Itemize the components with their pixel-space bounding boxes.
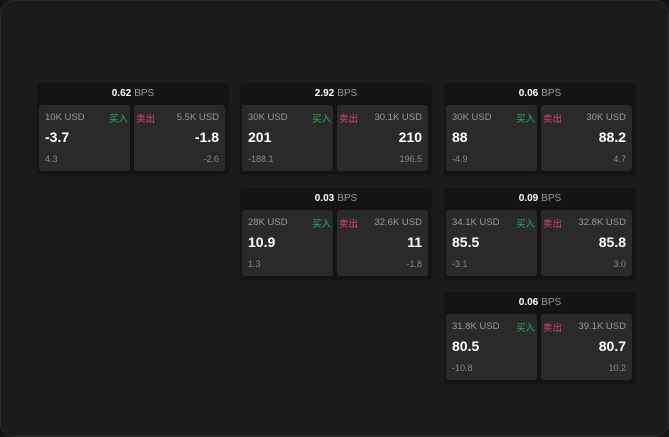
- spread-unit: BPS: [134, 88, 155, 99]
- bid-price: 85.5: [452, 234, 480, 250]
- sell-button[interactable]: 卖出 32.8K USD 85.8 3.0: [541, 210, 632, 276]
- spread-value: 0.03: [314, 193, 335, 204]
- ask-quantity: 30K USD: [586, 112, 626, 123]
- bid-change: -3.1: [452, 259, 468, 269]
- quote-card: 0.62 BPS 10K USD 买入 -3.7 4.3 卖出 5.5K USD …: [37, 83, 229, 175]
- sell-button[interactable]: 卖出 30.1K USD 210 196.5: [337, 105, 428, 171]
- spread-header: 0.06 BPS: [444, 292, 636, 313]
- buy-label: 买入: [515, 219, 535, 230]
- spread-unit: BPS: [337, 193, 358, 204]
- buy-label: 买入: [311, 114, 331, 125]
- ask-quantity: 39.1K USD: [578, 321, 626, 332]
- sell-button[interactable]: 卖出 30K USD 88.2 4.7: [541, 105, 632, 171]
- spread-header: 0.09 BPS: [444, 188, 636, 209]
- ask-change: 4.7: [613, 154, 626, 164]
- sell-button[interactable]: 卖出 32.6K USD 11 -1.8: [337, 210, 428, 276]
- ask-change: 196.5: [399, 154, 422, 164]
- sell-label: 卖出: [543, 323, 563, 334]
- ask-price: 88.2: [598, 129, 626, 145]
- bid-quantity: 31.8K USD: [452, 321, 500, 332]
- bid-price: 80.5: [452, 338, 480, 354]
- spread-header: 0.03 BPS: [240, 188, 432, 209]
- sell-label: 卖出: [339, 114, 359, 125]
- ask-price: -1.8: [194, 129, 219, 145]
- ask-price: 85.8: [598, 234, 626, 250]
- buy-label: 买入: [515, 323, 535, 334]
- ask-quantity: 5.5K USD: [176, 112, 219, 123]
- quote-card: 0.06 BPS 31.8K USD 买入 80.5 -10.8 卖出 39.1K…: [444, 292, 636, 384]
- ask-quantity: 32.6K USD: [374, 217, 422, 228]
- bid-price: -3.7: [45, 129, 70, 145]
- buy-button[interactable]: 31.8K USD 买入 80.5 -10.8: [446, 314, 537, 380]
- spread-unit: BPS: [541, 193, 562, 204]
- spread-header: 2.92 BPS: [240, 83, 432, 104]
- bid-price: 10.9: [248, 234, 276, 250]
- spread-value: 0.09: [518, 193, 539, 204]
- buy-label: 买入: [311, 219, 331, 230]
- spread-value: 0.06: [518, 88, 539, 99]
- buy-label: 买入: [515, 114, 535, 125]
- spread-header: 0.06 BPS: [444, 83, 636, 104]
- spread-unit: BPS: [541, 88, 562, 99]
- ask-change: -2.6: [203, 154, 219, 164]
- buy-label: 买入: [108, 114, 128, 125]
- buy-button[interactable]: 28K USD 买入 10.9 1.3: [242, 210, 333, 276]
- sell-button[interactable]: 卖出 39.1K USD 80.7 10.2: [541, 314, 632, 380]
- spread-unit: BPS: [541, 297, 562, 308]
- bid-price: 201: [248, 129, 272, 145]
- sell-button[interactable]: 卖出 5.5K USD -1.8 -2.6: [134, 105, 225, 171]
- buy-button[interactable]: 30K USD 买入 201 -188.1: [242, 105, 333, 171]
- spread-value: 0.06: [518, 297, 539, 308]
- spread-value: 2.92: [314, 88, 335, 99]
- sell-label: 卖出: [543, 219, 563, 230]
- bid-quantity: 30K USD: [452, 112, 492, 123]
- quote-card: 2.92 BPS 30K USD 买入 201 -188.1 卖出 30.1K U…: [240, 83, 432, 175]
- ask-price: 80.7: [598, 338, 626, 354]
- ask-change: 10.2: [608, 363, 626, 373]
- bid-change: -4.9: [452, 154, 468, 164]
- spread-value: 0.62: [111, 88, 132, 99]
- ask-change: 3.0: [613, 259, 626, 269]
- bid-quantity: 34.1K USD: [452, 217, 500, 228]
- sell-label: 卖出: [543, 114, 563, 125]
- buy-button[interactable]: 10K USD 买入 -3.7 4.3: [39, 105, 130, 171]
- bid-change: -10.8: [452, 363, 473, 373]
- ask-quantity: 32.8K USD: [578, 217, 626, 228]
- quote-card: 0.09 BPS 34.1K USD 买入 85.5 -3.1 卖出 32.8K …: [444, 188, 636, 280]
- ask-price: 210: [398, 129, 422, 145]
- quote-card: 0.06 BPS 30K USD 买入 88 -4.9 卖出 30K USD 88…: [444, 83, 636, 175]
- bid-quantity: 10K USD: [45, 112, 85, 123]
- spread-header: 0.62 BPS: [37, 83, 229, 104]
- buy-button[interactable]: 30K USD 买入 88 -4.9: [446, 105, 537, 171]
- sell-label: 卖出: [136, 114, 156, 125]
- sell-label: 卖出: [339, 219, 359, 230]
- quote-card: 0.03 BPS 28K USD 买入 10.9 1.3 卖出 32.6K USD…: [240, 188, 432, 280]
- bid-quantity: 30K USD: [248, 112, 288, 123]
- spread-unit: BPS: [337, 88, 358, 99]
- ask-price: 11: [407, 234, 422, 250]
- bid-quantity: 28K USD: [248, 217, 288, 228]
- buy-button[interactable]: 34.1K USD 买入 85.5 -3.1: [446, 210, 537, 276]
- bid-change: 4.3: [45, 154, 58, 164]
- ask-change: -1.8: [406, 259, 422, 269]
- bid-change: 1.3: [248, 259, 261, 269]
- ask-quantity: 30.1K USD: [374, 112, 422, 123]
- bid-change: -188.1: [248, 154, 274, 164]
- bid-price: 88: [452, 129, 468, 145]
